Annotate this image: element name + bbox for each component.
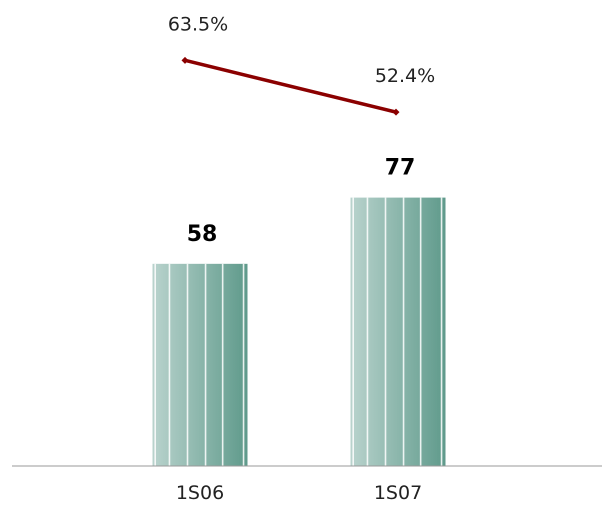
line-path	[183, 58, 398, 114]
bar-stripe	[440, 197, 443, 466]
bar-stripe	[366, 197, 369, 466]
bar-stripe	[242, 263, 245, 466]
line-series: 63.5% 52.4%	[168, 13, 435, 116]
bar-1S06	[152, 263, 248, 466]
bar-value-label: 58	[187, 222, 218, 247]
bar-series: 58 77	[152, 156, 446, 466]
bar-stripe	[384, 197, 387, 466]
line-point-marker	[392, 108, 400, 116]
bar-stripe	[419, 197, 422, 466]
bar-stripe	[402, 197, 405, 466]
bar-stripe	[352, 197, 354, 466]
x-tick-label: 1S07	[374, 482, 422, 504]
bar-stripe	[168, 263, 171, 466]
bar-stripe	[186, 263, 189, 466]
x-tick-labels: 1S06 1S07	[176, 482, 422, 504]
line-value-label: 52.4%	[375, 65, 435, 87]
line-value-label: 63.5%	[168, 13, 228, 35]
bar-stripe	[221, 263, 224, 466]
bar-value-label: 77	[385, 156, 416, 181]
bar-stripe	[154, 263, 156, 466]
bar-1S07	[350, 197, 446, 466]
x-tick-label: 1S06	[176, 482, 224, 504]
line-point-marker	[181, 56, 189, 64]
bar-stripe	[204, 263, 207, 466]
